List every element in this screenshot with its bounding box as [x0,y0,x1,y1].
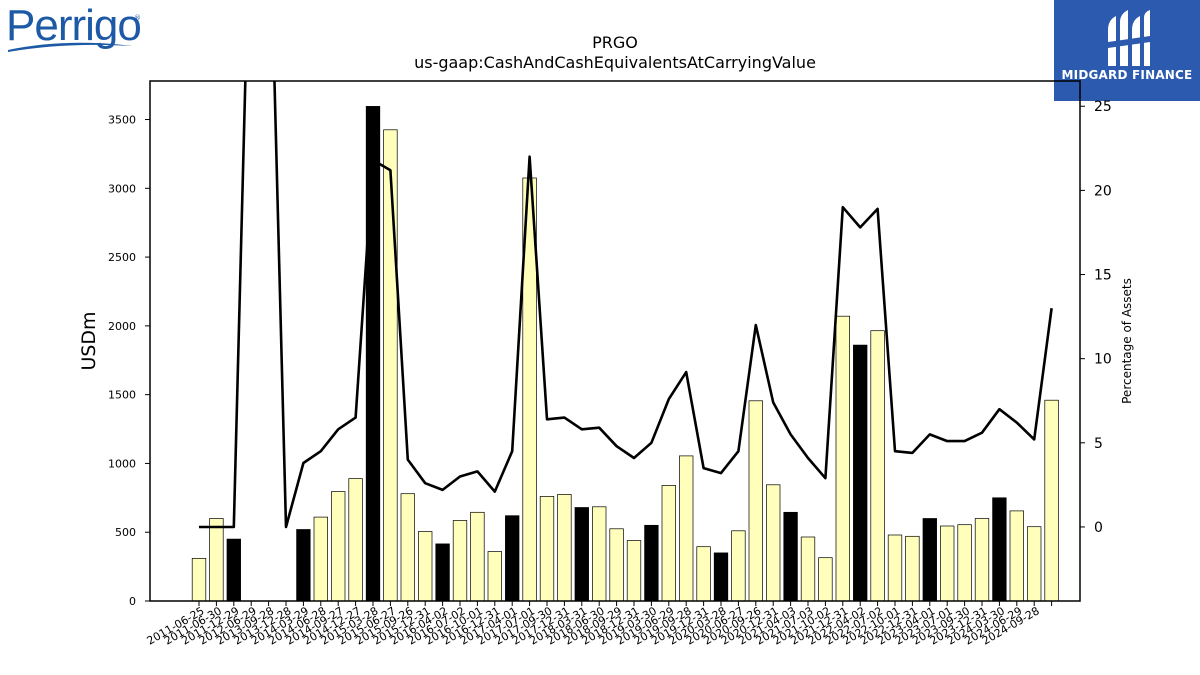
bar [818,557,833,602]
midgard-monogram-icon [1108,10,1150,66]
bar [609,528,624,602]
y-tick-label: 500 [115,526,136,539]
bar [974,518,990,602]
y-axis-label: USDm [78,311,100,370]
bar [452,520,468,602]
bar [574,507,589,602]
bar [661,485,676,602]
bar [348,478,363,602]
bar [226,538,241,602]
bar [1009,510,1024,602]
y2-tick-label: 0 [1094,520,1103,536]
bar [766,484,781,602]
perrigo-registered-mark: ® [134,14,141,22]
bar [331,491,346,602]
bar [1027,526,1042,602]
y-tick-label: 2500 [108,251,136,264]
bar [539,496,555,602]
bar [505,515,520,602]
bar [418,531,433,602]
plot-frame [149,80,1081,602]
x-axis: 2011-06-252011-06-302011-12-292012-06-29… [145,601,1053,648]
bar [887,534,903,602]
y-tick-label: 1000 [108,457,136,470]
bar [209,518,224,602]
bar [487,551,502,602]
y-tick-label: 0 [129,595,136,608]
bar [1044,399,1059,602]
y-axis-right: 0 5 10 15 20 25 [1080,99,1112,536]
bar [696,546,711,602]
y2-axis-label: Percentage of Assets [1120,278,1134,404]
bar [992,497,1007,602]
chart-subtitle: us-gaap:CashAndCashEquivalentsAtCarrying… [414,53,816,72]
y-tick-label: 1500 [108,389,136,402]
perrigo-swoosh-icon [8,42,132,52]
y-axis-left: 0 500 1000 1500 2000 2500 3000 3500 [108,114,150,608]
percentage-line [199,81,1053,529]
chart-title: PRGO [592,33,638,52]
bar [957,524,972,602]
bar [557,494,572,602]
bar [940,525,955,602]
bar [922,518,937,602]
y2-tick-label: 20 [1094,183,1112,199]
bar [592,506,607,602]
perrigo-logo-text: Perrigo [6,1,142,50]
y2-tick-label: 15 [1094,268,1112,284]
y2-tick-label: 25 [1094,99,1112,115]
line-series [199,81,1053,529]
bar [644,524,659,602]
y-tick-label: 3500 [108,114,136,127]
bar [400,493,415,602]
perrigo-logo: Perrigo ® [6,1,142,56]
bar [748,400,763,602]
bar [731,530,746,602]
bar-series [191,106,1059,602]
y-tick-label: 2000 [108,320,136,333]
midgard-finance-name: MIDGARD FINANCE [1061,68,1193,82]
bar [679,455,694,602]
bar [296,529,311,602]
bar [470,511,485,602]
y2-tick-label: 5 [1094,436,1103,452]
bar [783,511,798,602]
bar [626,540,642,602]
bar [313,516,328,602]
midgard-finance-logo: MIDGARD FINANCE [1054,0,1200,101]
bar [383,129,398,602]
bar [435,543,450,602]
bar [713,552,729,602]
bar [853,344,868,602]
bar [800,536,816,602]
bar [870,330,885,602]
bar [905,535,920,602]
bar [835,315,850,602]
y2-tick-label: 10 [1094,352,1112,368]
bar [191,558,207,602]
y-tick-label: 3000 [108,182,136,195]
bar [365,106,381,602]
